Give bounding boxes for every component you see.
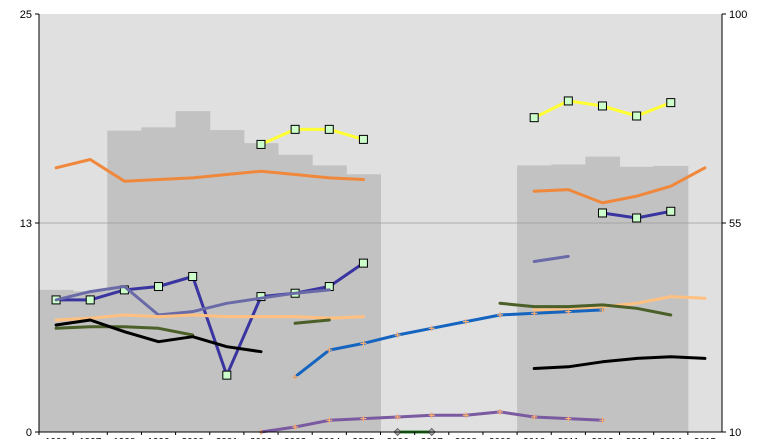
bar-1999 [141, 127, 177, 432]
series-8-point-2012 [599, 306, 606, 313]
x-tick-label-2013: 2013 [626, 437, 649, 439]
bar-2010 [517, 165, 552, 433]
x-tick-label-2011: 2011 [558, 437, 580, 439]
left-tick-label-0: 0 [26, 427, 32, 439]
series-8-point-2003 [292, 373, 299, 380]
series-1-point-2003 [290, 124, 300, 134]
bar-2001 [209, 130, 245, 432]
series-1-point-2011 [563, 96, 573, 106]
x-tick-label-2014: 2014 [660, 437, 683, 439]
series-8-point-2005 [360, 340, 367, 347]
series-2-line-2 [532, 166, 707, 205]
series-9-point-2007 [428, 412, 435, 419]
x-tick-label-1996: 1996 [45, 437, 68, 439]
series-3-line-1 [54, 261, 365, 377]
series-8-point-2004 [326, 347, 333, 354]
series-3-point-2013 [632, 213, 642, 223]
series-9-point-2003 [292, 423, 299, 430]
series-8-point-2011 [565, 308, 572, 315]
series-9-point-2012 [599, 417, 606, 424]
series-8-line-1 [293, 308, 604, 379]
bar-1996 [39, 289, 74, 432]
series-9-point-2009 [497, 408, 504, 415]
series-9-point-2010 [531, 413, 538, 420]
series-4-line-2 [532, 254, 570, 263]
bar-2005 [346, 174, 381, 432]
series-3-point-2012 [597, 208, 607, 218]
x-tick-label-2006: 2006 [386, 437, 409, 439]
series-8-point-2008 [462, 318, 469, 325]
bar-2002 [243, 143, 279, 433]
series-1-point-2010 [529, 113, 539, 123]
series-3-point-2005 [358, 258, 368, 268]
x-tick-label-2001: 2001 [216, 437, 239, 439]
series-1-point-2013 [632, 111, 642, 121]
x-tick-label-2005: 2005 [352, 437, 375, 439]
series-8-point-2007 [428, 325, 435, 332]
series-9-point-2005 [360, 415, 367, 422]
series-7-line-2 [532, 355, 707, 370]
series-4-line-1 [54, 285, 331, 317]
x-tick-label-2010: 2010 [523, 437, 546, 439]
series-5-line-1 [54, 313, 365, 322]
bar-1998 [107, 130, 142, 432]
left-tick-label-13: 13 [20, 218, 32, 230]
series-3-point-2000 [188, 272, 198, 282]
series-1-point-2004 [324, 124, 334, 134]
series-3-point-1999 [154, 282, 164, 292]
series-3-point-2001 [222, 370, 232, 380]
bar-2013 [619, 166, 655, 432]
bar-2000 [175, 111, 211, 433]
series-9-point-2006 [394, 413, 401, 420]
x-tick-label-2012: 2012 [591, 437, 614, 439]
right-tick-label-55: 55 [729, 218, 741, 230]
series-3-point-2014 [666, 206, 676, 216]
series-8-point-2006 [394, 332, 401, 339]
series-6-line-2 [293, 318, 331, 325]
x-tick-label-1998: 1998 [113, 437, 136, 439]
bar-1997 [73, 291, 108, 432]
series-8-point-2010 [531, 310, 538, 317]
x-tick-label-2004: 2004 [318, 437, 341, 439]
series-9-point-2004 [326, 417, 333, 424]
right-tick-label-10: 10 [729, 427, 741, 439]
series-5-line-2 [532, 295, 707, 312]
x-tick-label-1997: 1997 [79, 437, 102, 439]
x-tick-label-2007: 2007 [421, 437, 444, 439]
x-tick-label-2015: 2015 [694, 437, 717, 439]
x-tick-label-2002: 2002 [250, 437, 273, 439]
bar-2011 [551, 164, 586, 433]
series-1-point-2005 [358, 134, 368, 144]
series-1-point-2014 [666, 98, 676, 108]
series-9-point-2011 [565, 415, 572, 422]
x-tick-label-2009: 2009 [489, 437, 512, 439]
x-tick-label-2003: 2003 [284, 437, 307, 439]
right-tick-label-100: 100 [729, 9, 747, 21]
series-8-point-2009 [497, 311, 504, 318]
x-tick-label-2008: 2008 [455, 437, 478, 439]
series-1-line-1 [259, 127, 365, 146]
left-tick-label-25: 25 [20, 9, 32, 21]
x-tick-label-2000: 2000 [182, 437, 205, 439]
series-7-line-1 [54, 318, 263, 354]
series-9-point-2008 [462, 412, 469, 419]
series-1-point-2012 [597, 101, 607, 111]
series-2-line-1 [54, 158, 365, 183]
series-6-line-1 [54, 325, 195, 337]
bar-2004 [312, 165, 347, 433]
series-1-point-2002 [256, 139, 266, 149]
x-tick-label-1999: 1999 [147, 437, 170, 439]
series-3-point-1997 [85, 295, 95, 305]
tick-labels: 0 13 25 10 55 100 1996 1997 1998 1999 2000 2001 2002… [20, 9, 748, 439]
series-6-line-3 [498, 301, 673, 317]
bars-group [39, 111, 689, 433]
